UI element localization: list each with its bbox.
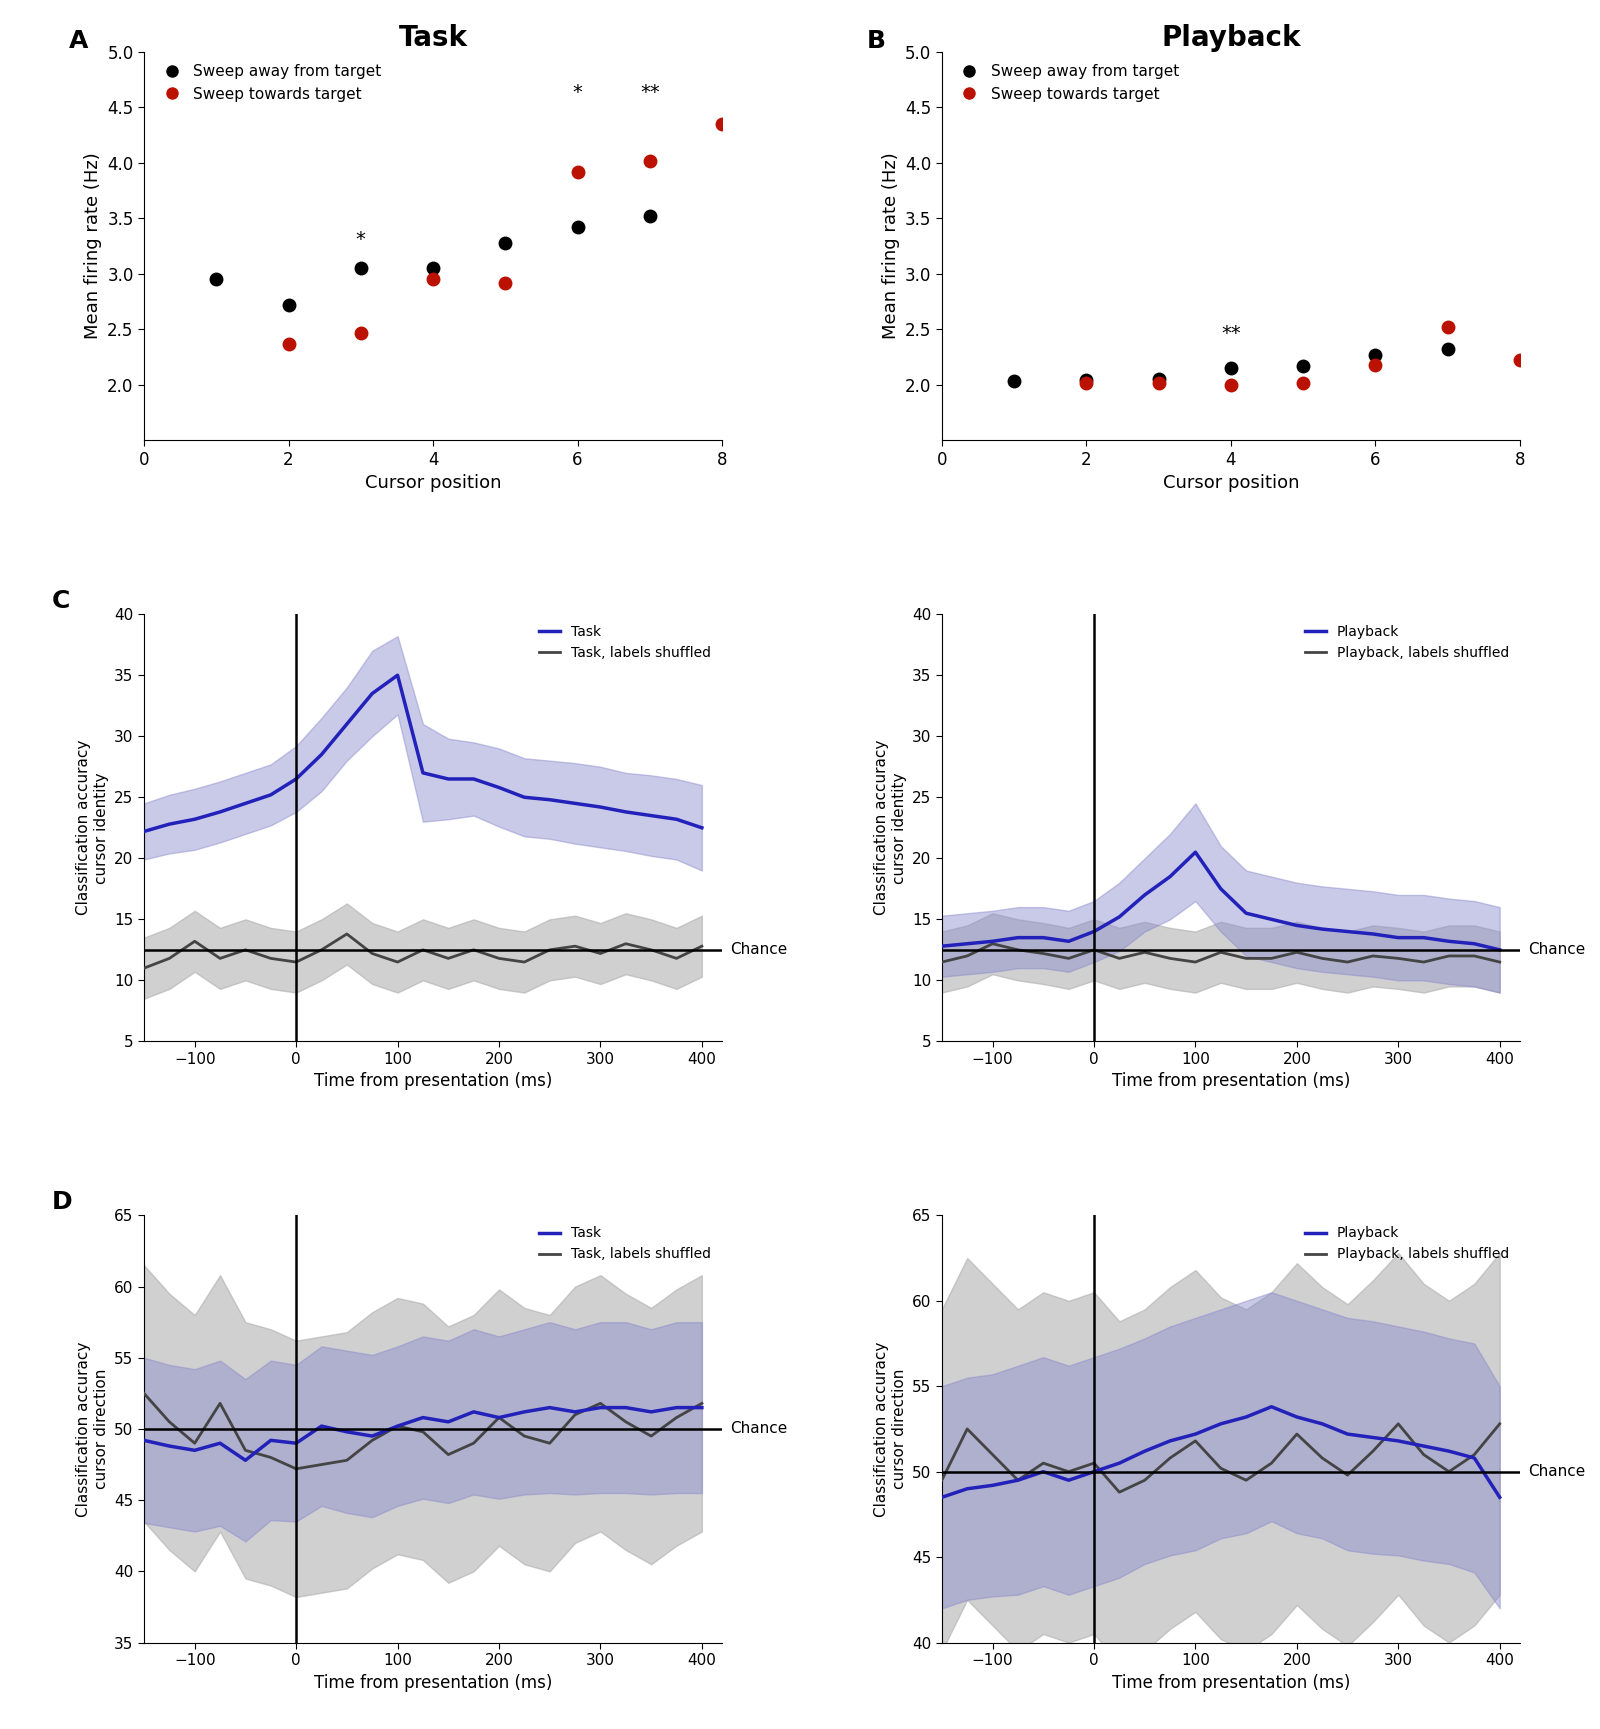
Y-axis label: Classification accuracy
cursor identity: Classification accuracy cursor identity (874, 740, 907, 915)
Text: *: * (573, 83, 582, 102)
X-axis label: Cursor position: Cursor position (365, 474, 501, 493)
Y-axis label: Classification accuracy
cursor direction: Classification accuracy cursor direction (77, 1342, 109, 1516)
Text: D: D (51, 1190, 72, 1214)
Text: A: A (69, 29, 88, 52)
Text: Chance: Chance (1528, 1464, 1586, 1480)
Legend: Sweep away from target, Sweep towards target: Sweep away from target, Sweep towards ta… (152, 59, 386, 105)
Title: Playback: Playback (1162, 24, 1301, 52)
Legend: Task, Task, labels shuffled: Task, Task, labels shuffled (534, 1222, 715, 1266)
Legend: Playback, Playback, labels shuffled: Playback, Playback, labels shuffled (1301, 621, 1514, 664)
Text: Chance: Chance (1528, 942, 1586, 958)
Legend: Playback, Playback, labels shuffled: Playback, Playback, labels shuffled (1301, 1222, 1514, 1266)
Text: C: C (51, 588, 70, 612)
X-axis label: Cursor position: Cursor position (1163, 474, 1299, 493)
Title: Task: Task (398, 24, 467, 52)
Text: Chance: Chance (731, 1421, 787, 1437)
Y-axis label: Mean firing rate (Hz): Mean firing rate (Hz) (882, 152, 899, 339)
Text: B: B (867, 29, 886, 52)
X-axis label: Time from presentation (ms): Time from presentation (ms) (314, 1072, 552, 1091)
Legend: Task, Task, labels shuffled: Task, Task, labels shuffled (534, 621, 715, 664)
Y-axis label: Classification accuracy
cursor direction: Classification accuracy cursor direction (874, 1342, 907, 1516)
Text: *: * (355, 230, 366, 249)
X-axis label: Time from presentation (ms): Time from presentation (ms) (1112, 1072, 1350, 1091)
Y-axis label: Mean firing rate (Hz): Mean firing rate (Hz) (83, 152, 102, 339)
X-axis label: Time from presentation (ms): Time from presentation (ms) (314, 1674, 552, 1691)
Y-axis label: Classification accuracy
cursor identity: Classification accuracy cursor identity (77, 740, 109, 915)
Legend: Sweep away from target, Sweep towards target: Sweep away from target, Sweep towards ta… (949, 59, 1184, 105)
Text: **: ** (640, 83, 659, 102)
X-axis label: Time from presentation (ms): Time from presentation (ms) (1112, 1674, 1350, 1691)
Text: Chance: Chance (731, 942, 787, 958)
Text: **: ** (1221, 323, 1240, 342)
